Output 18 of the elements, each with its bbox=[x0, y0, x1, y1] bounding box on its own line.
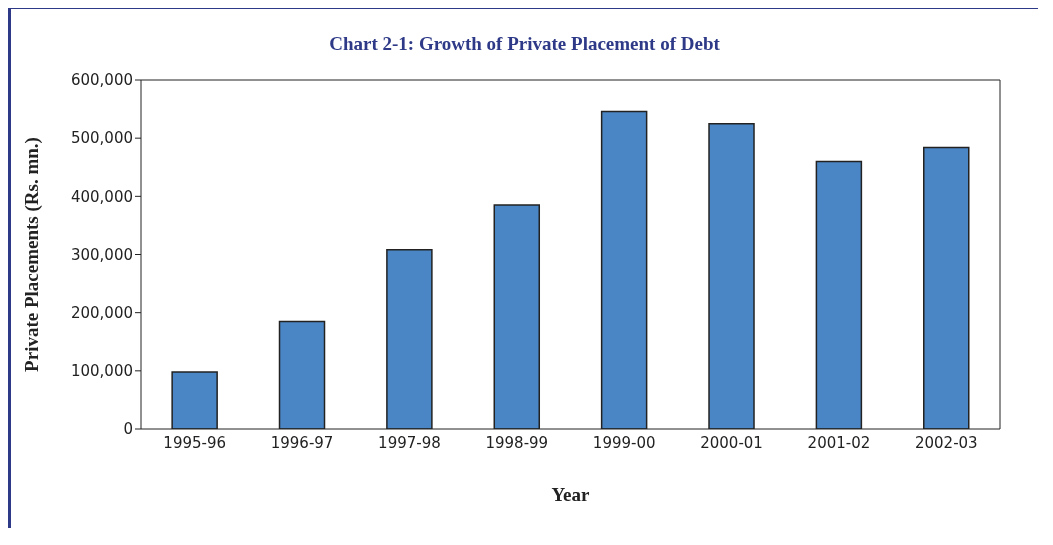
x-tick-label: 2001-02 bbox=[807, 433, 871, 452]
x-tick-label: 1999-00 bbox=[592, 433, 656, 452]
x-tick-label: 1995-96 bbox=[163, 433, 227, 452]
x-tick-label: 2000-01 bbox=[700, 433, 763, 452]
y-tick-label: 500,000 bbox=[70, 129, 133, 148]
y-tick-label: 600,000 bbox=[70, 71, 133, 90]
x-tick-label: 1997-98 bbox=[378, 433, 441, 452]
x-tick-label: 1996-97 bbox=[270, 433, 334, 452]
y-axis-title: Private Placements (Rs. mn.) bbox=[20, 137, 43, 372]
y-tick-label: 200,000 bbox=[70, 303, 133, 322]
y-tick-label: 0 bbox=[123, 420, 133, 439]
x-tick-label: 1998-99 bbox=[485, 433, 549, 452]
y-tick-label: 300,000 bbox=[70, 245, 133, 264]
x-tick-label: 2002-03 bbox=[914, 433, 978, 452]
chart-title: Chart 2-1: Growth of Private Placement of Debt bbox=[328, 32, 721, 56]
y-tick-label: 100,000 bbox=[70, 362, 133, 381]
y-tick-label: 400,000 bbox=[70, 187, 133, 206]
x-axis-title: Year bbox=[551, 484, 591, 505]
